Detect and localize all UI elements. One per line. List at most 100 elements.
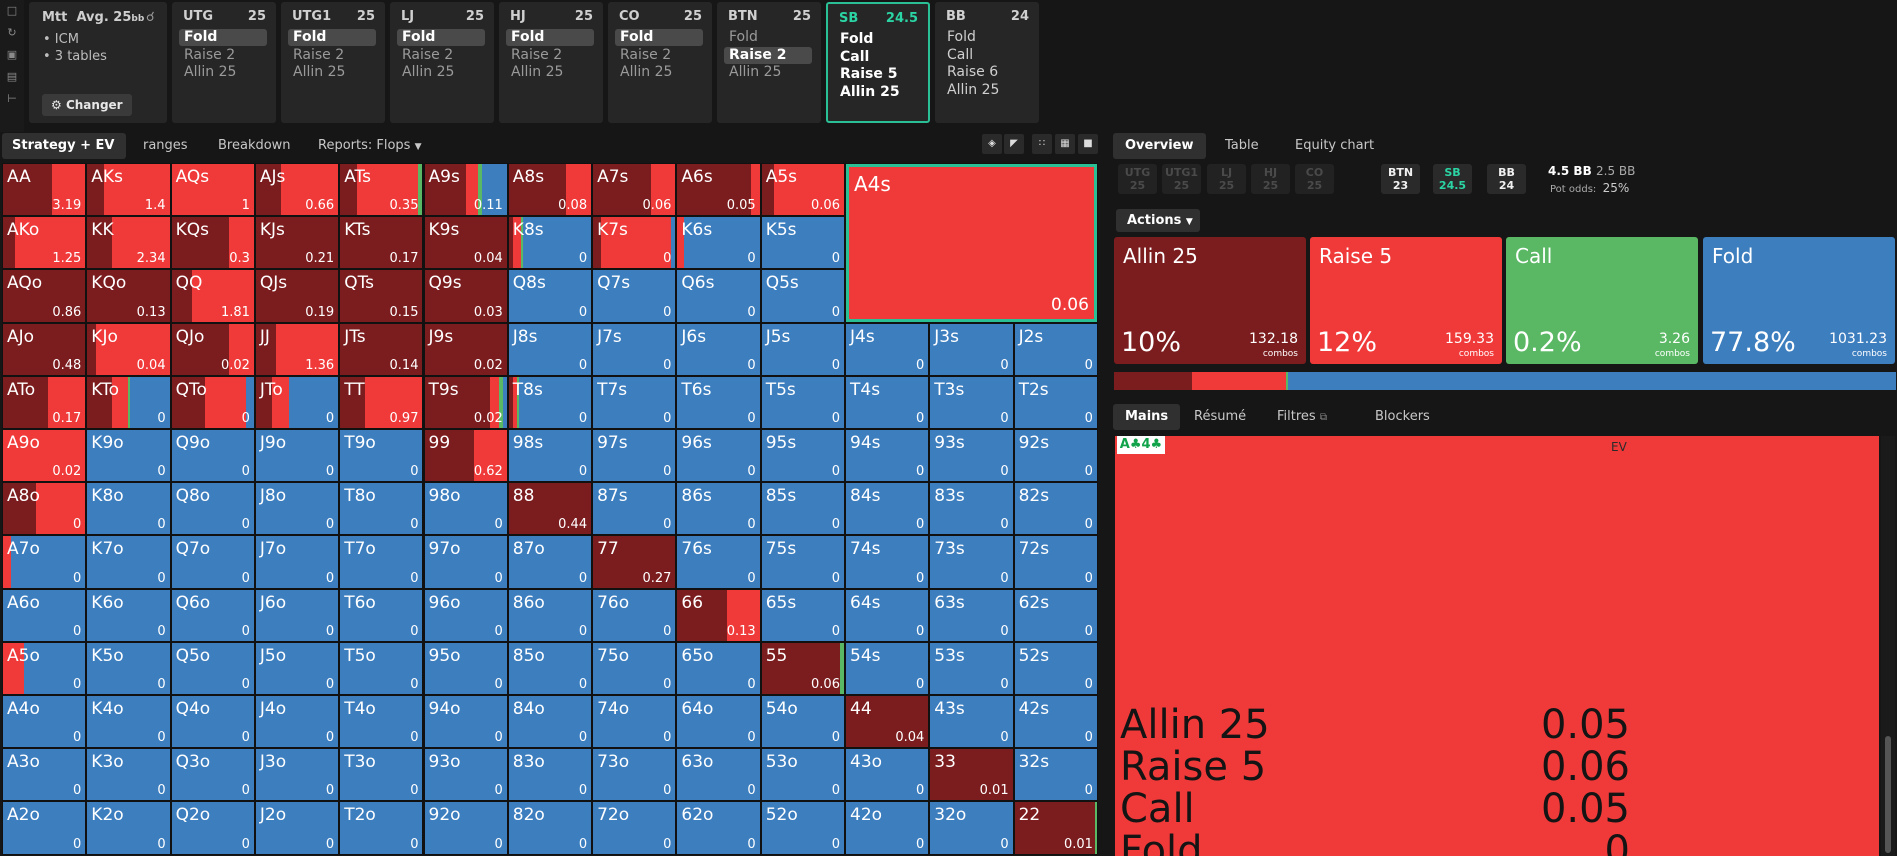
hand-cell-95s[interactable]: 95s 0 [761, 430, 844, 482]
hand-cell-32s[interactable]: 32s 0 [1014, 749, 1097, 801]
hand-cell-aqs[interactable]: AQs 1 [171, 164, 254, 216]
position-action[interactable]: Fold [179, 29, 267, 46]
hand-cell-j2s[interactable]: J2s 0 [1014, 323, 1097, 375]
hand-cell-j8s[interactable]: J8s 0 [508, 323, 592, 375]
tab-overview[interactable]: Overview [1113, 133, 1206, 159]
tab-ranges[interactable]: ranges [143, 138, 188, 153]
hand-cell-k3o[interactable]: K3o 0 [87, 749, 170, 801]
position-action[interactable]: Call [840, 48, 870, 65]
hand-cell-t9s[interactable]: T9s 0.02 [424, 376, 507, 428]
hand-cell-kto[interactable]: KTo 0 [87, 376, 170, 428]
hand-cell-ako[interactable]: AKo 1.25 [3, 217, 86, 269]
hand-cell-q6s[interactable]: Q6s 0 [677, 270, 760, 322]
changer-button[interactable]: ⚙ Changer [42, 94, 132, 116]
hand-cell-q4o[interactable]: Q4o 0 [171, 696, 254, 748]
hand-cell-j5s[interactable]: J5s 0 [761, 323, 844, 375]
hand-cell-42o[interactable]: 42o 0 [846, 802, 929, 854]
view-small-grid-icon[interactable]: ∷ [1032, 134, 1052, 154]
hand-cell-j2o[interactable]: J2o 0 [255, 802, 339, 854]
hand-cell-77[interactable]: 77 0.27 [593, 536, 676, 588]
hand-cell-42s[interactable]: 42s 0 [1014, 696, 1097, 748]
position-action[interactable]: Raise 2 [511, 46, 563, 63]
position-action[interactable]: Allin 25 [840, 83, 900, 100]
hand-cell-86s[interactable]: 86s 0 [677, 483, 760, 535]
hand-cell-97o[interactable]: 97o 0 [424, 536, 507, 588]
hand-cell-k4o[interactable]: K4o 0 [87, 696, 170, 748]
position-action[interactable]: Raise 2 [184, 46, 236, 63]
position-action[interactable]: Raise 2 [402, 46, 454, 63]
hand-cell-a8o[interactable]: A8o 0 [3, 483, 86, 535]
hand-cell-92o[interactable]: 92o 0 [424, 802, 507, 854]
hand-cell-52o[interactable]: 52o 0 [761, 802, 844, 854]
hand-cell-74s[interactable]: 74s 0 [846, 536, 929, 588]
hand-cell-t3o[interactable]: T3o 0 [340, 749, 423, 801]
tab-table[interactable]: Table [1225, 138, 1259, 153]
hand-cell-t3s[interactable]: T3s 0 [930, 376, 1013, 428]
hand-cell-93s[interactable]: 93s 0 [930, 430, 1013, 482]
seat-hj[interactable]: HJ 25 [1251, 164, 1290, 194]
position-utg1[interactable]: UTG1 25 Fold Raise 2 Allin 25 [281, 2, 385, 123]
hand-cell-j3o[interactable]: J3o 0 [255, 749, 339, 801]
hand-cell-a7s[interactable]: A7s 0.06 [593, 164, 676, 216]
tab-filtres[interactable]: Filtres ⧉ [1277, 409, 1327, 424]
hand-cell-kjo[interactable]: KJo 0.04 [87, 323, 170, 375]
hand-cell-84s[interactable]: 84s 0 [846, 483, 929, 535]
hand-cell-q8s[interactable]: Q8s 0 [508, 270, 592, 322]
hand-cell-53s[interactable]: 53s 0 [930, 642, 1013, 694]
hand-cell-jts[interactable]: JTs 0.14 [340, 323, 423, 375]
hand-cell-72s[interactable]: 72s 0 [1014, 536, 1097, 588]
hand-cell-t5o[interactable]: T5o 0 [340, 642, 423, 694]
hand-cell-j7s[interactable]: J7s 0 [593, 323, 676, 375]
tab-resume[interactable]: Résumé [1194, 409, 1247, 424]
hand-cell-97s[interactable]: 97s 0 [593, 430, 676, 482]
view-split-icon[interactable]: ◤ [1004, 134, 1024, 154]
hand-cell-t6o[interactable]: T6o 0 [340, 589, 423, 641]
position-action[interactable]: Fold [729, 29, 758, 45]
hand-cell-t9o[interactable]: T9o 0 [340, 430, 423, 482]
hand-cell-a5o[interactable]: A5o 0 [3, 642, 86, 694]
seat-lj[interactable]: LJ 25 [1207, 164, 1246, 194]
hand-cell-t7o[interactable]: T7o 0 [340, 536, 423, 588]
action-card-fold[interactable]: Fold 77.8% 1031.23 combos [1703, 237, 1895, 364]
hand-cell-a4s[interactable]: A4s 0.06 [846, 164, 1097, 322]
hand-cell-ato[interactable]: ATo 0.17 [3, 376, 86, 428]
action-card-call[interactable]: Call 0.2% 3.26 combos [1506, 237, 1698, 364]
position-action[interactable]: Fold [840, 31, 874, 47]
position-action[interactable]: Allin 25 [947, 81, 1000, 98]
hand-cell-72o[interactable]: 72o 0 [593, 802, 676, 854]
hand-cell-83s[interactable]: 83s 0 [930, 483, 1013, 535]
position-btn[interactable]: BTN 25 Fold Raise 2 Allin 25 [717, 2, 821, 123]
hand-cell-82o[interactable]: 82o 0 [508, 802, 592, 854]
hand-cell-t5s[interactable]: T5s 0 [761, 376, 844, 428]
hand-cell-q9s[interactable]: Q9s 0.03 [424, 270, 507, 322]
hand-cell-82s[interactable]: 82s 0 [1014, 483, 1097, 535]
hand-cell-74o[interactable]: 74o 0 [593, 696, 676, 748]
seat-bb[interactable]: BB 24 [1487, 164, 1526, 194]
hand-cell-a9o[interactable]: A9o 0.02 [3, 430, 86, 482]
position-action[interactable]: Raise 2 [724, 46, 812, 64]
hand-cell-62s[interactable]: 62s 0 [1014, 589, 1097, 641]
hand-cell-a4o[interactable]: A4o 0 [3, 696, 86, 748]
hand-cell-j4s[interactable]: J4s 0 [846, 323, 929, 375]
position-bb[interactable]: BB 24 Fold Call Raise 6 Allin 25 [935, 2, 1039, 123]
view-single-icon[interactable]: ■ [1078, 134, 1098, 154]
hand-cell-k2o[interactable]: K2o 0 [87, 802, 170, 854]
hand-cell-52s[interactable]: 52s 0 [1014, 642, 1097, 694]
hand-cell-t8s[interactable]: T8s 0 [508, 376, 592, 428]
hand-cell-jj[interactable]: JJ 1.36 [255, 323, 339, 375]
position-action[interactable]: Call [947, 46, 974, 63]
hand-cell-tt[interactable]: TT 0.97 [340, 376, 423, 428]
hand-cell-t2s[interactable]: T2s 0 [1014, 376, 1097, 428]
position-action[interactable]: Allin 25 [402, 64, 455, 80]
hand-cell-53o[interactable]: 53o 0 [761, 749, 844, 801]
hand-cell-j8o[interactable]: J8o 0 [255, 483, 339, 535]
hand-cell-j9s[interactable]: J9s 0.02 [424, 323, 507, 375]
hand-cell-j5o[interactable]: J5o 0 [255, 642, 339, 694]
hand-cell-73o[interactable]: 73o 0 [593, 749, 676, 801]
hand-cell-q7o[interactable]: Q7o 0 [171, 536, 254, 588]
hand-cell-95o[interactable]: 95o 0 [424, 642, 507, 694]
hand-cell-43o[interactable]: 43o 0 [846, 749, 929, 801]
position-sb[interactable]: SB 24.5 Fold Call Raise 5 Allin 25 [826, 2, 930, 123]
strategy-ev-dropdown[interactable]: Strategy + EV ▼ [2, 133, 126, 178]
hand-cell-96s[interactable]: 96s 0 [677, 430, 760, 482]
